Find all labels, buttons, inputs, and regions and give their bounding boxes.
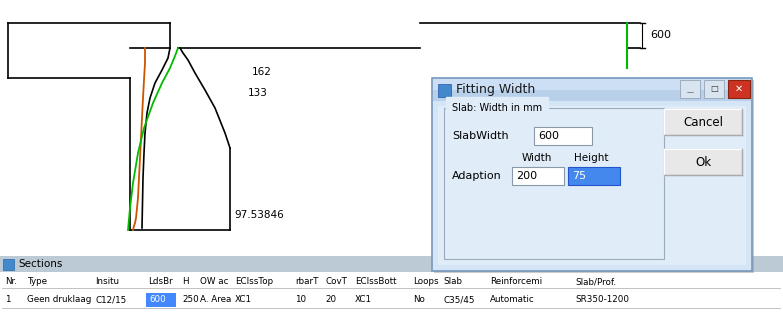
Text: Fitting Width: Fitting Width <box>456 84 536 96</box>
Text: 10: 10 <box>295 295 306 305</box>
Bar <box>146 293 176 307</box>
Text: □: □ <box>710 85 718 93</box>
Text: Sections: Sections <box>18 259 63 269</box>
Bar <box>0 0 783 256</box>
Bar <box>728 80 750 98</box>
Bar <box>0 256 783 318</box>
Text: rbarT: rbarT <box>295 278 319 287</box>
Bar <box>664 149 742 175</box>
Text: Height: Height <box>574 153 608 163</box>
Text: Geen druklaag: Geen druklaag <box>27 295 92 305</box>
Text: 1: 1 <box>5 295 10 305</box>
Text: 600: 600 <box>538 131 559 141</box>
Text: Width: Width <box>522 153 552 163</box>
Text: 75: 75 <box>572 171 586 181</box>
Text: C12/15: C12/15 <box>95 295 126 305</box>
Text: ECIssBott: ECIssBott <box>355 278 396 287</box>
Bar <box>0 272 783 318</box>
Bar <box>664 109 742 135</box>
Text: Adaption: Adaption <box>452 171 502 181</box>
Text: Loops: Loops <box>413 278 438 287</box>
Text: Type: Type <box>27 278 47 287</box>
Text: Automatic: Automatic <box>490 295 535 305</box>
Text: Slab: Slab <box>443 278 462 287</box>
Text: 97.53846: 97.53846 <box>234 210 283 220</box>
Text: CovT: CovT <box>325 278 347 287</box>
Text: 600: 600 <box>149 295 166 305</box>
Text: 162: 162 <box>252 67 272 77</box>
Text: Insitu: Insitu <box>95 278 119 287</box>
Bar <box>680 80 700 98</box>
Bar <box>434 80 754 273</box>
Text: Nr.: Nr. <box>5 278 17 287</box>
Text: 200: 200 <box>516 171 537 181</box>
Text: Slab: Width in mm: Slab: Width in mm <box>452 103 542 113</box>
Bar <box>432 78 752 271</box>
Text: ✕: ✕ <box>735 84 743 94</box>
Text: Ok: Ok <box>695 156 711 169</box>
Text: OW ac: OW ac <box>200 278 229 287</box>
Text: LdsBr: LdsBr <box>148 278 173 287</box>
Bar <box>438 84 451 97</box>
Text: Reinforcemi: Reinforcemi <box>490 278 542 287</box>
Bar <box>568 167 620 185</box>
Text: 250: 250 <box>182 295 199 305</box>
Text: 20: 20 <box>325 295 336 305</box>
Text: 133: 133 <box>248 88 268 98</box>
Text: SR350-1200: SR350-1200 <box>575 295 629 305</box>
Text: A. Area: A. Area <box>200 295 231 305</box>
Bar <box>433 79 751 101</box>
Text: 600: 600 <box>650 30 671 40</box>
Bar <box>3 259 14 270</box>
Bar <box>444 108 664 259</box>
Text: XC1: XC1 <box>235 295 252 305</box>
Bar <box>512 167 564 185</box>
Bar <box>438 106 746 265</box>
Bar <box>0 256 783 272</box>
Text: ECIssTop: ECIssTop <box>235 278 273 287</box>
Text: —: — <box>687 89 694 95</box>
Bar <box>534 127 592 145</box>
Text: C35/45: C35/45 <box>443 295 474 305</box>
Text: H: H <box>182 278 189 287</box>
Text: XC1: XC1 <box>355 295 372 305</box>
Text: Slab/Prof.: Slab/Prof. <box>575 278 616 287</box>
Text: No: No <box>413 295 425 305</box>
Text: SlabWidth: SlabWidth <box>452 131 509 141</box>
Text: Cancel: Cancel <box>683 115 723 128</box>
Bar <box>433 79 751 90</box>
Bar <box>704 80 724 98</box>
